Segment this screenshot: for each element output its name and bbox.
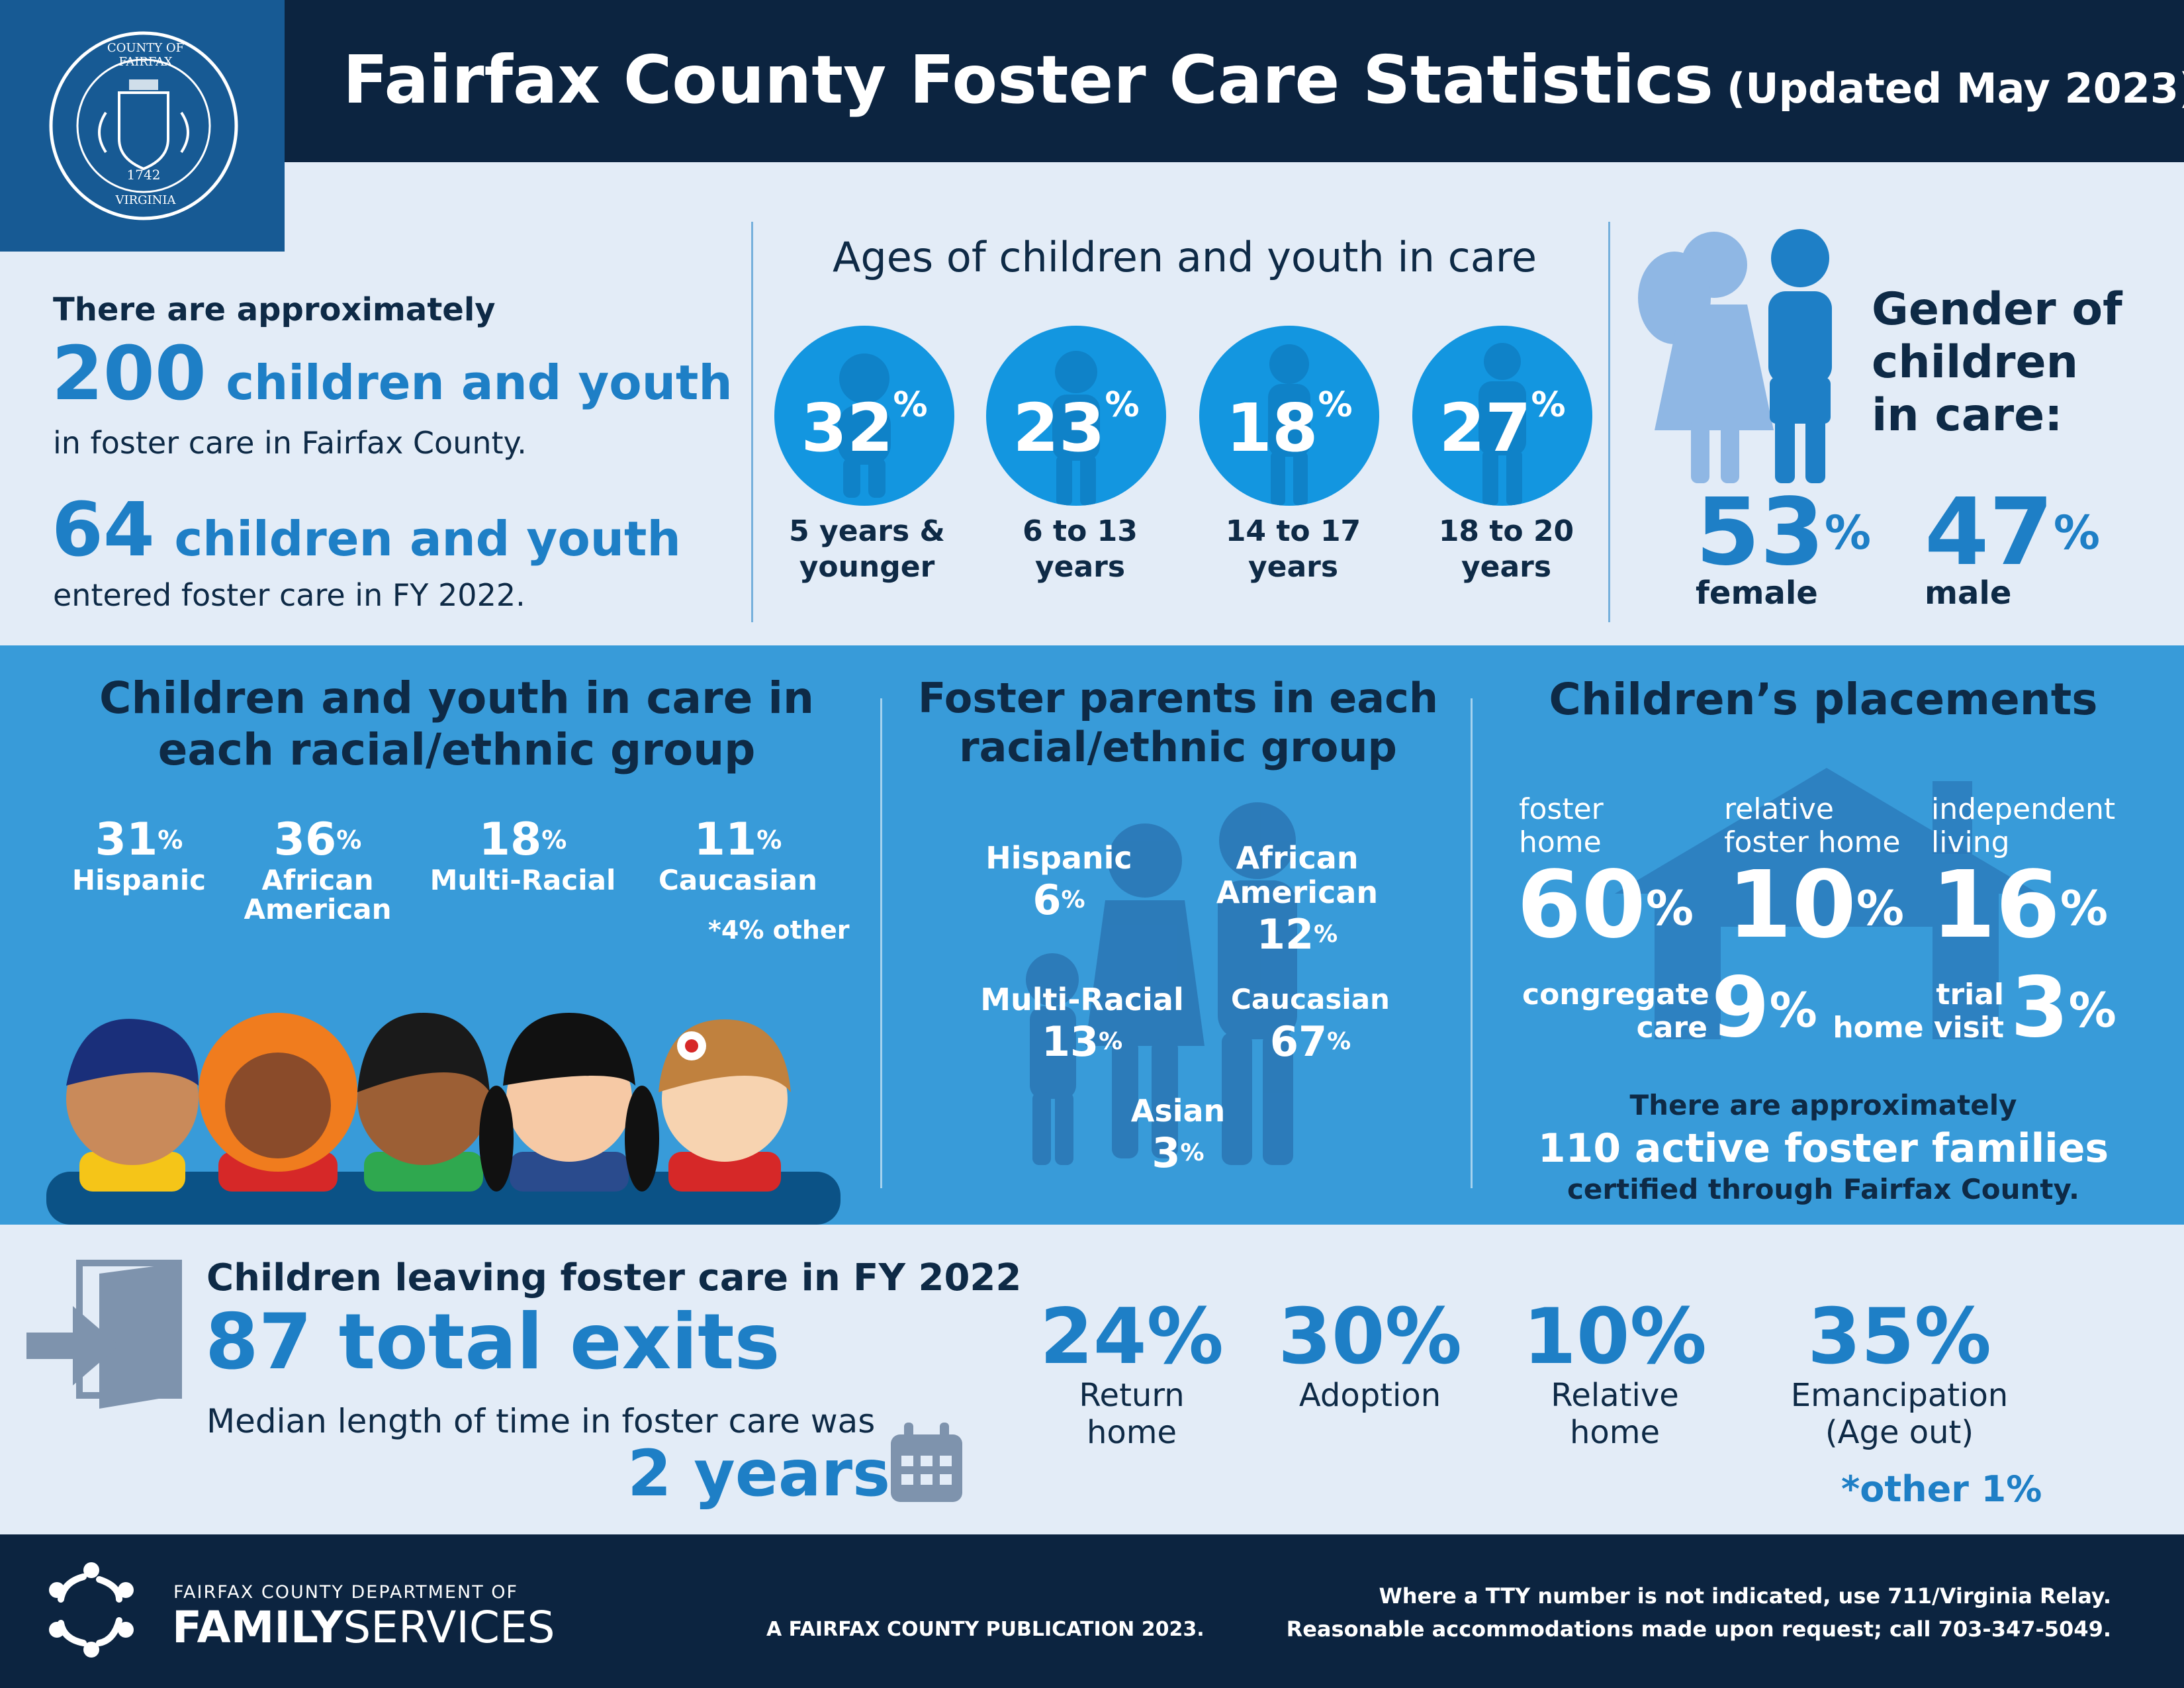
race-children-hispanic: 31% Hispanic bbox=[71, 814, 206, 896]
divider-3 bbox=[880, 698, 882, 1188]
parents-asian: Asian 3% bbox=[1130, 1093, 1226, 1177]
entered-count-line: 64 children and youth bbox=[52, 487, 681, 573]
divider-4 bbox=[1471, 698, 1473, 1188]
exit-relative-home: 10% Relative home bbox=[1523, 1292, 1707, 1452]
race-parents-title: Foster parents in each racial/ethnic grou… bbox=[917, 674, 1439, 771]
age-circle-18-20: 27% bbox=[1412, 326, 1592, 506]
parents-hispanic: Hispanic 6% bbox=[985, 840, 1132, 924]
in-care-count: 200 bbox=[52, 331, 206, 417]
overview-intro: There are approximately bbox=[53, 291, 496, 328]
in-care-count-line: 200 children and youth bbox=[52, 331, 733, 417]
race-children-african-american: 36% African American bbox=[244, 814, 392, 925]
age-label-0-5: 5 years & younger bbox=[789, 514, 945, 584]
placement-independent-pct: 16% bbox=[1931, 851, 2108, 959]
in-care-count-label: children and youth bbox=[226, 355, 733, 410]
entered-count: 64 bbox=[52, 487, 155, 573]
placement-foster-home-pct: 60% bbox=[1517, 851, 1694, 959]
gender-title: Gender of children in care: bbox=[1872, 283, 2122, 442]
families-intro: There are approximately bbox=[1629, 1089, 2017, 1121]
footer-publication: A FAIRFAX COUNTY PUBLICATION 2023. bbox=[766, 1618, 1205, 1641]
race-children-multi-racial: 18% Multi-Racial bbox=[430, 814, 616, 896]
entered-count-label: children and youth bbox=[174, 511, 681, 567]
age-pct-0-5: 32% bbox=[801, 385, 928, 467]
age-label-18-20: 18 to 20 years bbox=[1438, 514, 1574, 584]
gender-male-label: male bbox=[1925, 575, 2012, 612]
family-silhouette-icon bbox=[1026, 802, 1297, 1165]
exits-total: 87 total exits bbox=[205, 1297, 780, 1387]
footer-dept-line: FAIRFAX COUNTY DEPARTMENT OF bbox=[173, 1582, 519, 1603]
parents-caucasian: Caucasian 67% bbox=[1231, 983, 1390, 1066]
calendar-icon bbox=[891, 1423, 962, 1502]
parents-multi-racial: Multi-Racial 13% bbox=[980, 982, 1184, 1066]
age-circle-14-17: 18% bbox=[1199, 326, 1379, 506]
placement-foster-home-label: foster home bbox=[1519, 792, 1604, 859]
footer-bar bbox=[0, 1534, 2184, 1688]
footer-tty: Where a TTY number is not indicated, use… bbox=[1379, 1583, 2112, 1609]
child-silhouette-icon bbox=[1052, 351, 1100, 506]
seal-bottom-text: VIRGINIA bbox=[115, 193, 176, 207]
family-services-logo-icon bbox=[49, 1562, 134, 1658]
header-bar bbox=[0, 0, 2184, 162]
footer-dept-name: FAMILYSERVICES bbox=[172, 1602, 555, 1653]
divider-1 bbox=[751, 222, 753, 622]
race-children-note: *4% other bbox=[708, 915, 850, 945]
gender-female-pct: 53% bbox=[1696, 479, 1871, 586]
page-title: Fairfax County Foster Care Statistics (Up… bbox=[343, 41, 2184, 118]
teen-silhouette-icon bbox=[1268, 344, 1310, 506]
exits-title: Children leaving foster care in FY 2022 bbox=[206, 1256, 1022, 1299]
placement-trial-visit-label: trial home visit bbox=[1833, 978, 2004, 1045]
seal-year: 1742 bbox=[126, 167, 161, 183]
county-seal-icon bbox=[49, 31, 238, 220]
age-label-14-17: 14 to 17 years bbox=[1225, 514, 1361, 584]
families-text: certified through Fairfax County. bbox=[1567, 1173, 2079, 1205]
race-children-caucasian: 11% Caucasian bbox=[659, 814, 817, 896]
gender-male-pct: 47% bbox=[1925, 479, 2100, 586]
entered-text: entered foster care in FY 2022. bbox=[53, 577, 525, 613]
in-care-text: in foster care in Fairfax County. bbox=[53, 425, 527, 461]
divider-2 bbox=[1608, 222, 1610, 622]
exit-adoption: 30% Adoption bbox=[1278, 1292, 1462, 1415]
exits-other-note: *other 1% bbox=[1841, 1468, 2042, 1510]
age-label-6-13: 6 to 13 years bbox=[1023, 514, 1138, 584]
exit-emancipation: 35% Emancipation (Age out) bbox=[1790, 1292, 2009, 1452]
footer-accommodations: Reasonable accommodations made upon requ… bbox=[1286, 1617, 2111, 1642]
toddler-silhouette-icon bbox=[838, 353, 891, 498]
exit-door-icon bbox=[26, 1260, 182, 1409]
age-pct-14-17: 18% bbox=[1226, 385, 1353, 467]
age-circle-0-5: 32% bbox=[774, 326, 954, 506]
page-title-main: Fairfax County Foster Care Statistics bbox=[343, 41, 1713, 118]
age-pct-6-13: 23% bbox=[1013, 385, 1140, 467]
placement-relative-label: relative foster home bbox=[1724, 792, 1901, 859]
house-icon bbox=[1615, 768, 2038, 1039]
median-value: 2 years bbox=[627, 1436, 891, 1511]
placement-congregate-pct: 9% bbox=[1711, 959, 1817, 1056]
county-seal-panel: COUNTY OF FAIRFAX 1742 VIRGINIA bbox=[0, 0, 285, 252]
seal-top-text: COUNTY OF FAIRFAX bbox=[107, 41, 185, 69]
families-count: 110 active foster families bbox=[1537, 1125, 2109, 1172]
placements-title: Children’s placements bbox=[1549, 674, 2098, 725]
children-cartoon-illustration bbox=[46, 1013, 841, 1225]
exit-return-home: 24% Return home bbox=[1040, 1292, 1224, 1452]
girl-boy-silhouette-icon bbox=[1638, 229, 1832, 483]
race-children-title: Children and youth in care in each racial… bbox=[99, 673, 814, 775]
ages-title: Ages of children and youth in care bbox=[832, 233, 1537, 281]
young-adult-silhouette-icon bbox=[1479, 343, 1526, 506]
page-subtitle: (Updated May 2023) bbox=[1726, 64, 2184, 113]
placement-congregate-label: congregate care bbox=[1522, 978, 1709, 1045]
median-text: Median length of time in foster care was bbox=[206, 1402, 876, 1440]
parents-african-american: African American 12% bbox=[1216, 840, 1379, 959]
gender-female-label: female bbox=[1696, 575, 1818, 612]
placement-independent-label: independent living bbox=[1931, 792, 2116, 859]
age-circle-6-13: 23% bbox=[986, 326, 1166, 506]
placement-relative-pct: 10% bbox=[1727, 851, 1904, 959]
race-placement-band bbox=[0, 645, 2184, 1225]
placement-trial-visit-pct: 3% bbox=[2011, 959, 2116, 1056]
age-pct-18-20: 27% bbox=[1439, 385, 1566, 467]
